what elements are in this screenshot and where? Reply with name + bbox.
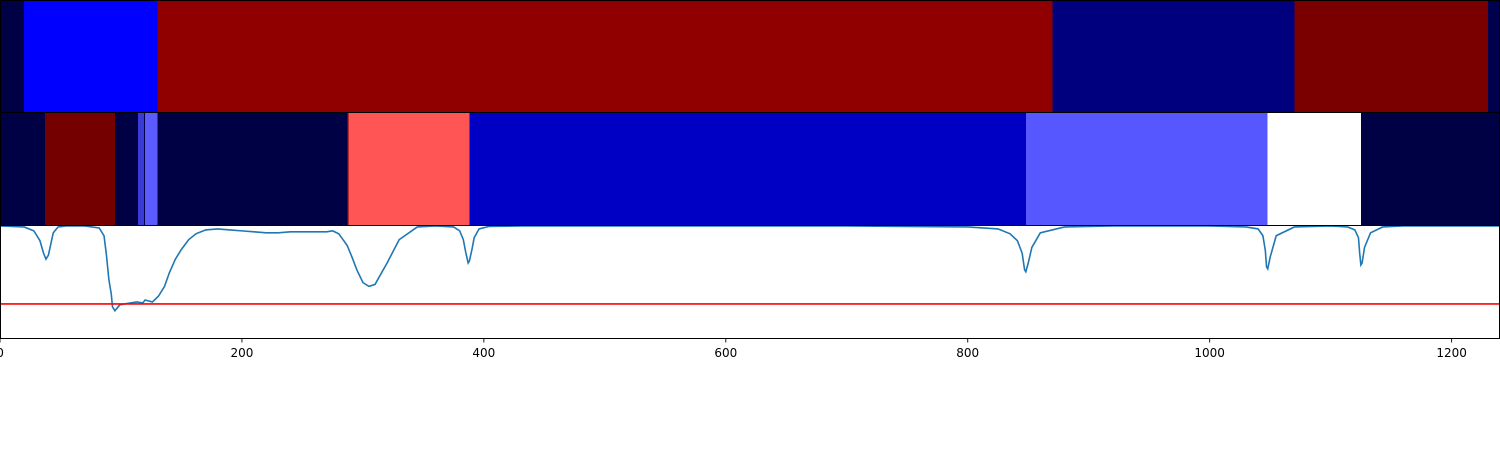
x-axis: 0 200 400 600 800 1000 1200 — [0, 338, 1467, 360]
middle-bar-segment-4 — [143, 113, 146, 225]
middle-bar-segment-3 — [137, 113, 144, 225]
x-tick-label-600: 600 — [714, 346, 737, 360]
middle-bar-segment-6 — [157, 113, 348, 225]
signal-plot-area — [0, 226, 1500, 338]
middle-bar-segment-5 — [145, 113, 158, 225]
middle-bar-segment-1 — [44, 113, 115, 225]
top-bar-segment-4 — [1294, 1, 1488, 112]
middle-bar-segment-11 — [1267, 113, 1361, 225]
x-tick-label-400: 400 — [472, 346, 495, 360]
top-bar-segment-2 — [157, 1, 1053, 112]
middle-bar-segment-7 — [347, 113, 349, 225]
middle-bar-segment-10 — [1025, 113, 1268, 225]
signal-panel — [0, 225, 1500, 339]
middle-segmentation-panel — [0, 112, 1500, 226]
middle-bar-segment-8 — [348, 113, 470, 225]
top-segmentation-panel — [0, 0, 1500, 113]
signal-line — [0, 226, 1500, 313]
top-bar-segment-5 — [1487, 1, 1500, 112]
middle-bar-segment-9 — [469, 113, 1026, 225]
top-bar-segment-1 — [24, 1, 158, 112]
x-tick-label-200: 200 — [230, 346, 253, 360]
top-bar-segment-3 — [1052, 1, 1295, 112]
x-tick-label-1200: 1200 — [1436, 346, 1467, 360]
top-bar-segment-0 — [0, 1, 25, 112]
middle-bar-segment-12 — [1360, 113, 1500, 225]
middle-bar-segment-2 — [114, 113, 138, 225]
middle-bar-segment-0 — [0, 113, 45, 225]
x-tick-label-1000: 1000 — [1194, 346, 1225, 360]
x-tick-label-0: 0 — [0, 346, 4, 360]
x-tick-label-800: 800 — [956, 346, 979, 360]
